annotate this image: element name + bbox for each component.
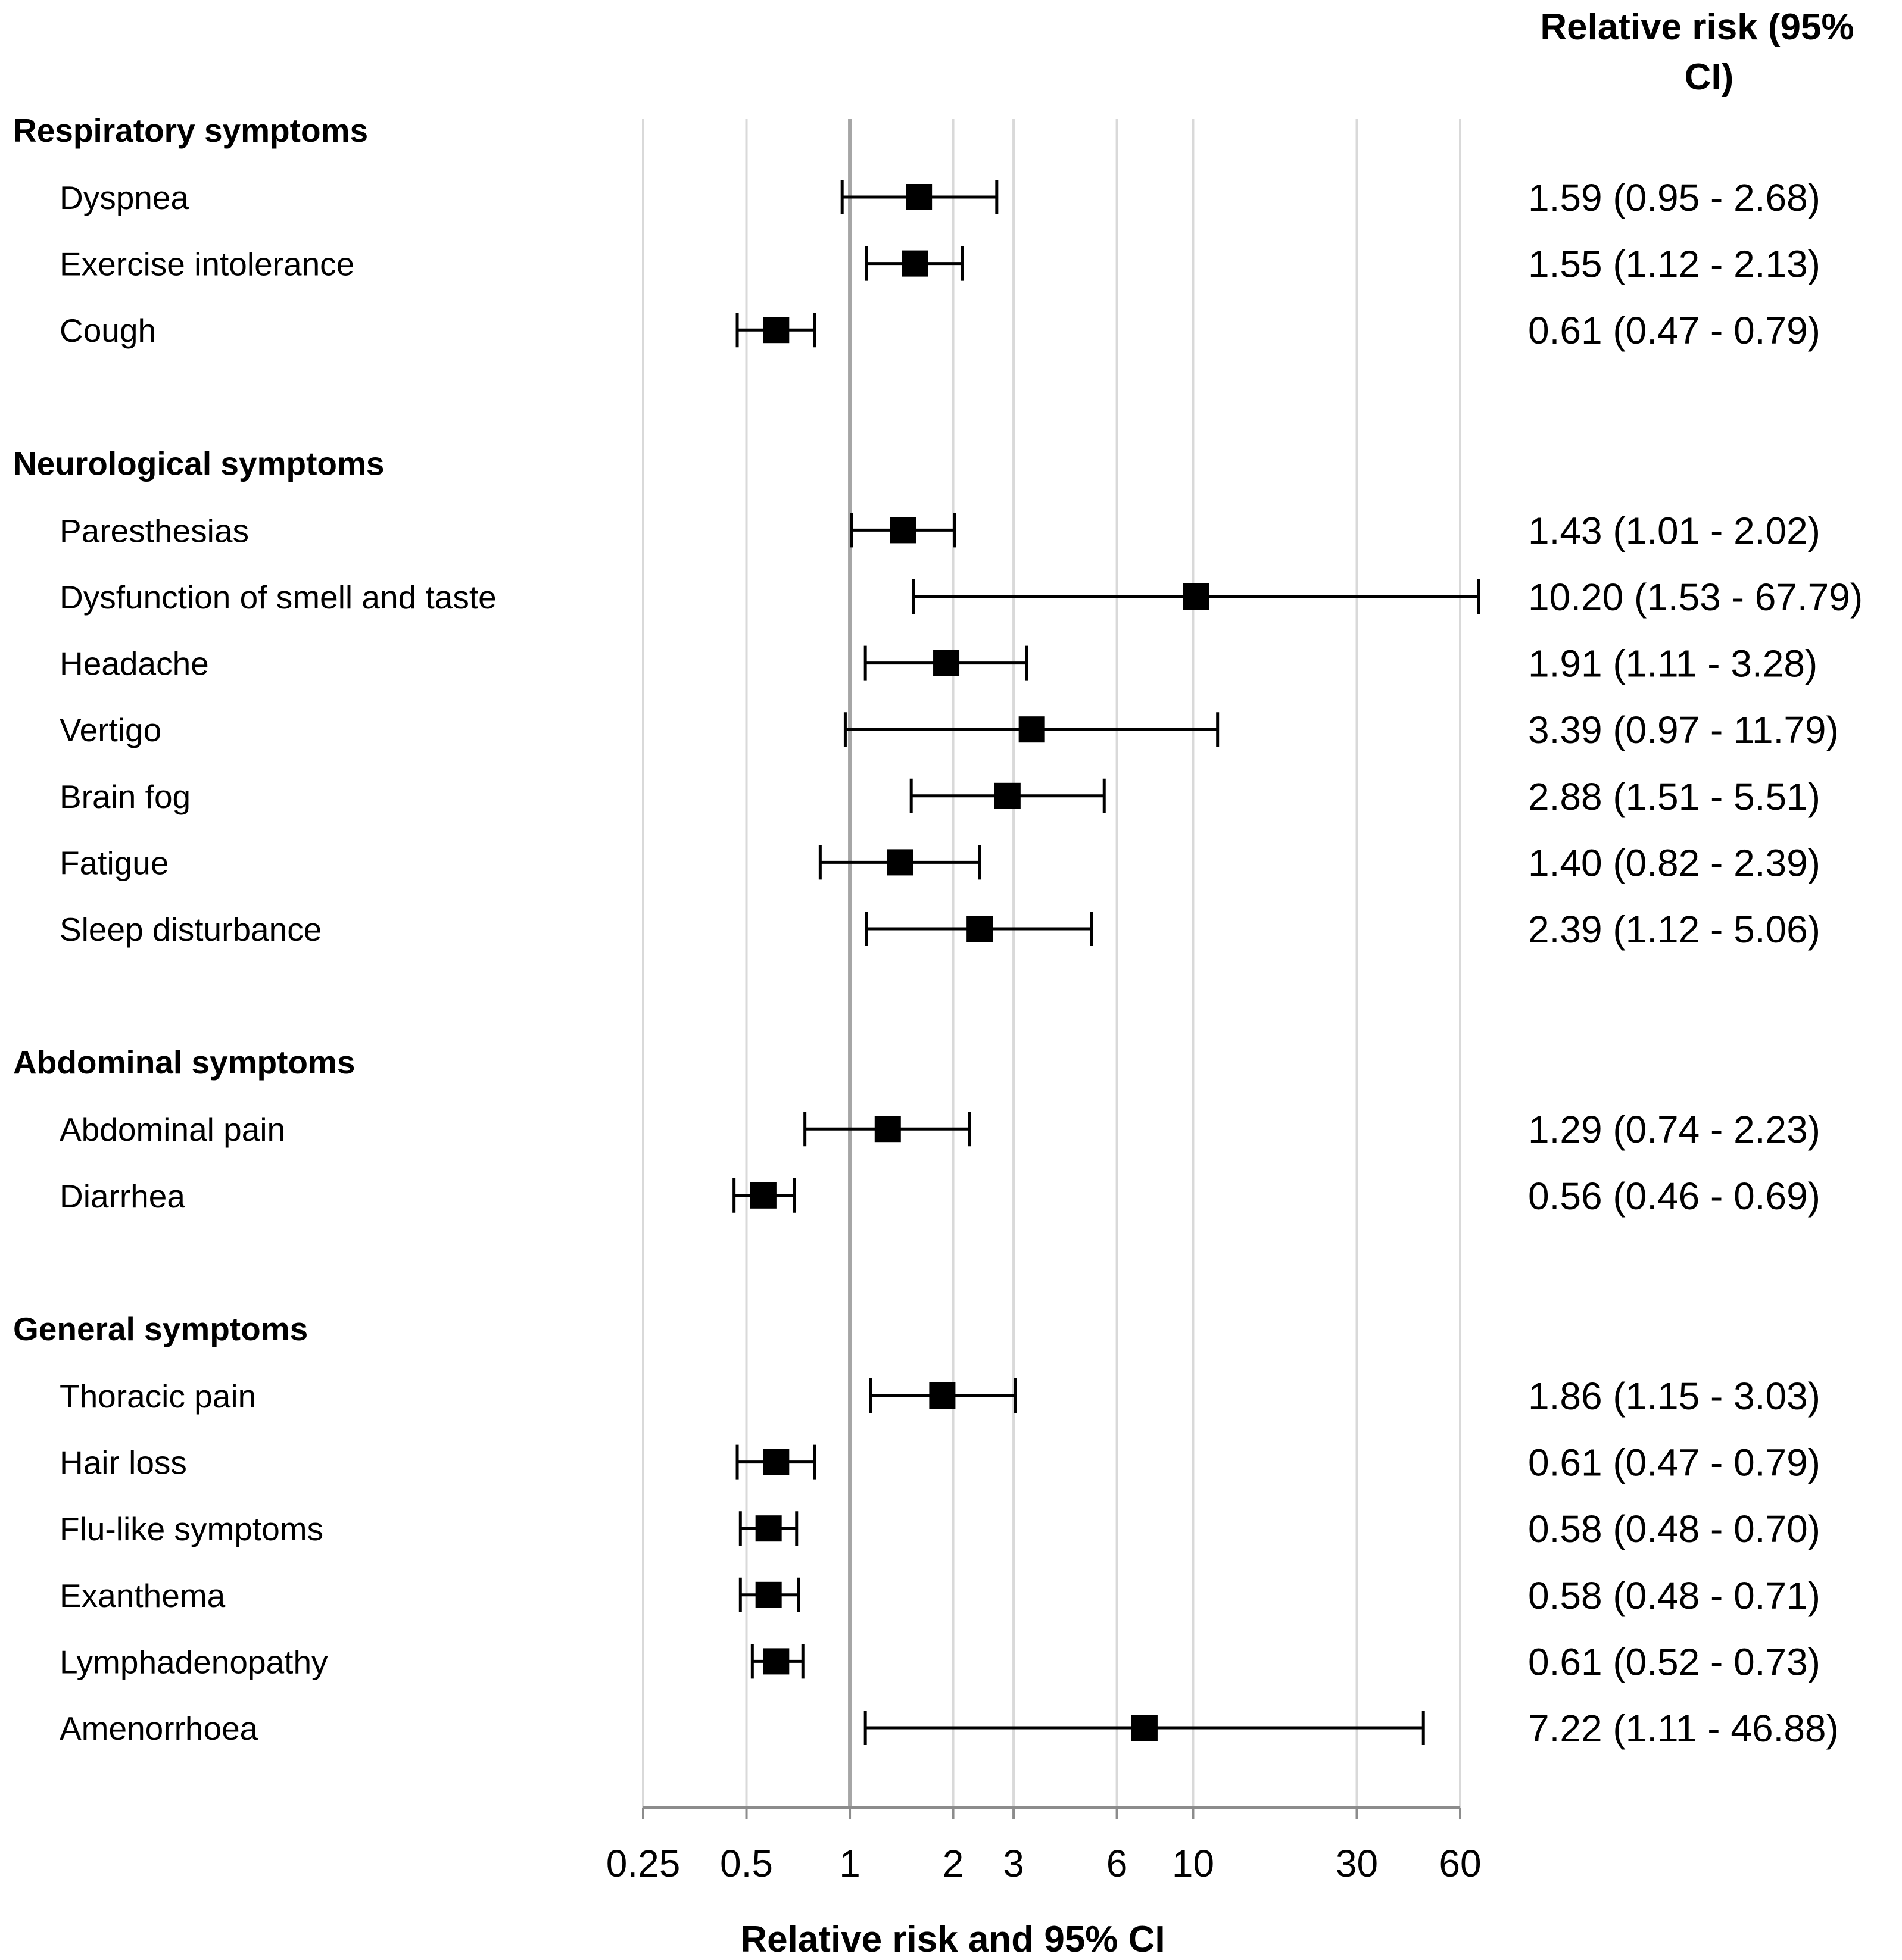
point-estimate <box>902 250 928 277</box>
row-value: 0.61 (0.52 - 0.73) <box>1528 1640 1820 1683</box>
row-label: Fatigue <box>60 844 169 881</box>
point-estimate <box>755 1581 782 1608</box>
row-value: 10.20 (1.53 - 67.79) <box>1528 576 1863 619</box>
point-estimate <box>906 184 933 210</box>
point-estimate <box>1183 583 1209 610</box>
row-label: Dyspnea <box>60 179 189 216</box>
row-label: Headache <box>60 645 209 682</box>
row-value: 1.29 (0.74 - 2.23) <box>1528 1108 1820 1151</box>
row-value: 1.55 (1.12 - 2.13) <box>1528 243 1820 286</box>
x-tick-label: 6 <box>1106 1842 1128 1885</box>
point-estimate <box>890 517 916 544</box>
point-estimate <box>1131 1715 1158 1741</box>
labels: 0.25 0.5 1 2 3 6 10 30 60 Relative risk and 95% C… <box>13 7 1863 1960</box>
x-tick-label: 0.25 <box>606 1842 681 1885</box>
row-value: 3.39 (0.97 - 11.79) <box>1528 709 1839 751</box>
point-estimate <box>763 1648 790 1675</box>
row-value: 1.91 (1.11 - 3.28) <box>1528 642 1817 685</box>
point-estimate <box>887 849 913 876</box>
gridlines <box>642 119 1461 1819</box>
point-estimate <box>755 1515 782 1542</box>
row-value: 0.61 (0.47 - 0.79) <box>1528 1441 1820 1484</box>
x-tick-label: 3 <box>1003 1842 1024 1885</box>
group-label: Abdominal symptoms <box>13 1044 356 1081</box>
row-label: Amenorrhoea <box>60 1710 258 1747</box>
point-estimate <box>763 317 790 344</box>
row-value: 1.43 (1.01 - 2.02) <box>1528 509 1820 552</box>
row-value: 0.58 (0.48 - 0.71) <box>1528 1574 1820 1617</box>
column-header: Relative risk (95% <box>1540 7 1854 48</box>
row-value: 2.39 (1.12 - 5.06) <box>1528 908 1820 951</box>
group-label: Neurological symptoms <box>13 445 384 482</box>
row-label: Hair loss <box>60 1444 187 1481</box>
column-header: CI) <box>1685 57 1734 98</box>
group-label: Respiratory symptoms <box>13 112 368 149</box>
plot-marks <box>732 180 1480 1745</box>
row-value: 0.61 (0.47 - 0.79) <box>1528 309 1820 352</box>
row-value: 1.40 (0.82 - 2.39) <box>1528 841 1820 884</box>
row-value: 1.86 (1.15 - 3.03) <box>1528 1375 1820 1418</box>
row-label: Paresthesias <box>60 512 249 549</box>
point-estimate <box>933 650 960 676</box>
point-estimate <box>874 1116 901 1143</box>
row-label: Dysfunction of smell and taste <box>60 579 497 616</box>
x-tick-label: 60 <box>1439 1842 1481 1885</box>
x-tick-label: 2 <box>943 1842 964 1885</box>
point-estimate <box>750 1182 777 1209</box>
row-label: Flu-like symptoms <box>60 1510 323 1547</box>
row-label: Sleep disturbance <box>60 911 322 948</box>
point-estimate <box>929 1382 956 1409</box>
row-label: Brain fog <box>60 778 191 815</box>
point-estimate <box>1018 716 1045 743</box>
row-label: Cough <box>60 312 156 349</box>
point-estimate <box>994 782 1021 809</box>
x-tick-label: 10 <box>1172 1842 1214 1885</box>
point-estimate <box>763 1449 790 1475</box>
row-value: 7.22 (1.11 - 46.88) <box>1528 1707 1839 1750</box>
row-value: 0.56 (0.46 - 0.69) <box>1528 1175 1820 1218</box>
row-label: Exanthema <box>60 1577 226 1614</box>
group-label: General symptoms <box>13 1310 308 1347</box>
row-value: 1.59 (0.95 - 2.68) <box>1528 176 1820 219</box>
point-estimate <box>966 916 993 942</box>
x-tick-label: 1 <box>839 1842 860 1885</box>
row-label: Thoracic pain <box>60 1378 256 1415</box>
row-label: Diarrhea <box>60 1178 185 1215</box>
row-value: 2.88 (1.51 - 5.51) <box>1528 775 1820 818</box>
row-label: Abdominal pain <box>60 1111 285 1148</box>
row-label: Lymphadenopathy <box>60 1643 328 1680</box>
x-axis-title: Relative risk and 95% CI <box>740 1919 1165 1960</box>
row-label: Vertigo <box>60 711 161 748</box>
x-tick-label: 0.5 <box>720 1842 773 1885</box>
x-tick-label: 30 <box>1336 1842 1378 1885</box>
row-label: Exercise intolerance <box>60 246 354 283</box>
row-value: 0.58 (0.48 - 0.70) <box>1528 1508 1820 1550</box>
